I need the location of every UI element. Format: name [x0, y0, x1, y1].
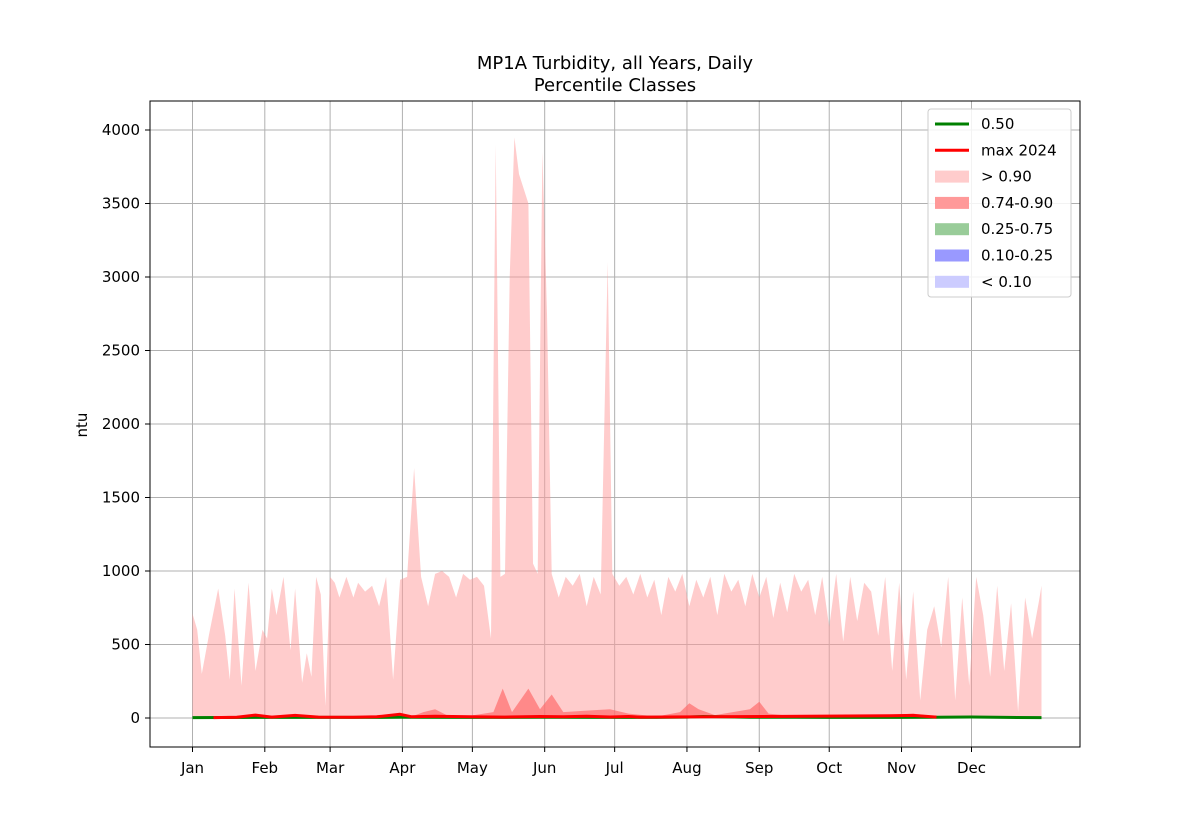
legend-swatch-patch — [935, 249, 969, 262]
legend-label: 0.74-0.90 — [981, 194, 1053, 212]
y-axis: 0 500 1000 1500 2000 2500 3000 3500 4000 — [102, 121, 150, 727]
band-0-74-0-90 — [192, 688, 1042, 718]
y-tick-label: 4000 — [102, 121, 140, 139]
legend-swatch-patch — [935, 223, 969, 236]
x-tick-label: Sep — [745, 759, 773, 777]
legend-label: 0.10-0.25 — [981, 247, 1053, 265]
legend-label: > 0.90 — [981, 168, 1032, 186]
y-tick-label: 2000 — [102, 415, 140, 433]
chart-subtitle: Percentile Classes — [534, 75, 696, 96]
x-tick-label: Jan — [180, 759, 204, 777]
x-tick-label: Aug — [672, 759, 701, 777]
y-axis-label: ntu — [73, 413, 91, 438]
x-tick-label: Feb — [252, 759, 279, 777]
x-tick-label: Dec — [957, 759, 986, 777]
y-tick-label: 0 — [130, 709, 140, 727]
chart-title: MP1A Turbidity, all Years, Daily — [477, 53, 754, 74]
legend-label: 0.50 — [981, 115, 1014, 133]
y-tick-label: 1500 — [102, 489, 140, 507]
legend-label: 0.25-0.75 — [981, 220, 1053, 238]
legend-swatch-patch — [935, 196, 969, 209]
x-tick-label: Oct — [816, 759, 842, 777]
y-tick-label: 2500 — [102, 342, 140, 360]
legend-swatch-patch — [935, 170, 969, 183]
x-axis: Jan Feb Mar Apr May Jun Jul Aug Sep Oct Nov Dec — [180, 747, 986, 777]
x-tick-label: Jun — [532, 759, 556, 777]
series-line-max-2024 — [213, 712, 937, 720]
legend-label: max 2024 — [981, 141, 1057, 159]
y-tick-label: 3500 — [102, 195, 140, 213]
x-tick-label: May — [457, 759, 488, 777]
lines — [192, 712, 1042, 720]
y-tick-label: 1000 — [102, 562, 140, 580]
bands — [192, 137, 1042, 718]
x-tick-label: Apr — [389, 759, 416, 777]
y-tick-label: 3000 — [102, 268, 140, 286]
legend: 0.50 max 2024 > 0.90 0.74-0.90 0.25-0.75 0.10… — [927, 108, 1072, 298]
x-tick-label: Mar — [316, 759, 345, 777]
legend-swatch-patch — [935, 275, 969, 288]
y-tick-label: 500 — [111, 636, 140, 654]
legend-label: < 0.10 — [981, 273, 1032, 291]
x-tick-label: Nov — [887, 759, 916, 777]
band--0-90 — [192, 137, 1042, 718]
x-tick-label: Jul — [605, 759, 624, 777]
